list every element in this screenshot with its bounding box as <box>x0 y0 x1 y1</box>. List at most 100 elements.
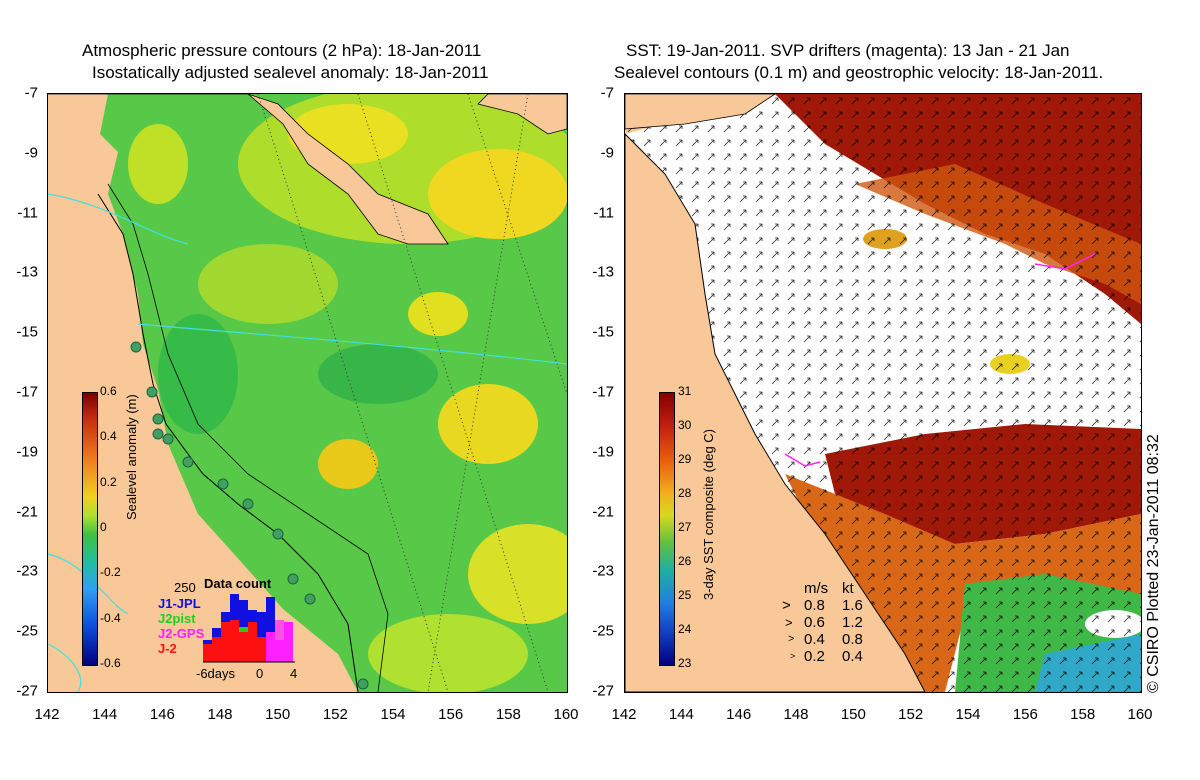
sla-colorbar <box>82 392 98 666</box>
lat-tick-label: -9 <box>24 144 38 162</box>
velocity-legend-ms: 0.8 <box>804 597 825 614</box>
lon-tick-label: 142 <box>611 706 637 723</box>
sla-colorbar-tick: 0.6 <box>100 384 117 398</box>
lat-tick-label: -17 <box>592 383 614 401</box>
lat-tick-label: -19 <box>592 443 614 461</box>
lat-tick-label: -17 <box>16 383 38 401</box>
sla-colorbar-tick: -0.6 <box>100 656 121 670</box>
data-count-title: Data count <box>204 576 272 591</box>
velocity-legend-ms: 0.4 <box>804 631 825 648</box>
legend-j-2: J-2 <box>158 641 177 656</box>
lon-tick-label: 158 <box>495 706 521 723</box>
lon-tick-label: 154 <box>380 706 406 723</box>
lat-tick-label: -7 <box>24 84 38 102</box>
lon-tick-label: 154 <box>955 706 981 723</box>
lat-tick-label: -15 <box>16 323 38 341</box>
sst-colorbar-tick: 28 <box>678 486 692 500</box>
data-count-axis-min: -6days <box>196 666 236 681</box>
sla-colorbar-label: Sealevel anomaly (m) <box>124 394 139 520</box>
sst-colorbar-label: 3-day SST composite (deg C) <box>701 429 716 600</box>
lon-tick-label: 148 <box>207 706 233 723</box>
lat-tick-label: -21 <box>592 503 614 521</box>
sst-colorbar-tick: 30 <box>678 418 692 432</box>
lon-tick-label: 150 <box>265 706 291 723</box>
sst-colorbar-tick: 24 <box>678 622 692 636</box>
sla-colorbar-tick: 0.4 <box>100 429 117 444</box>
velocity-legend-kt-header: kt <box>842 580 854 597</box>
lon-tick-label: 144 <box>92 706 118 723</box>
velocity-legend-kt: 0.8 <box>842 631 863 648</box>
islands-north <box>477 94 567 135</box>
lon-tick-label: 152 <box>322 706 348 723</box>
left-title-line1: Atmospheric pressure contours (2 hPa): 1… <box>82 41 482 60</box>
sla-colorbar-tick: -0.4 <box>100 610 121 625</box>
lat-tick-label: -13 <box>16 263 38 281</box>
left-title-line2: Isostatically adjusted sealevel anomaly:… <box>92 63 489 82</box>
sst-colorbar-tick: 27 <box>678 520 692 534</box>
sla-map <box>48 94 567 692</box>
sla-colorbar-tick: -0.2 <box>100 565 121 580</box>
sst-map <box>625 94 1141 692</box>
lat-tick-label: -15 <box>592 323 614 341</box>
sst-colorbar-tick: 23 <box>678 656 692 670</box>
sst-map-panel[interactable] <box>624 93 1142 693</box>
legend-j1-jpl: J1-JPL <box>158 596 201 611</box>
lat-tick-label: -11 <box>593 204 614 222</box>
lon-tick-label: 142 <box>34 706 60 723</box>
velocity-legend-ms: 0.2 <box>804 648 825 665</box>
lon-tick-label: 144 <box>668 706 694 723</box>
legend-j2pist: J2pist <box>158 611 196 626</box>
legend-j2-gps: J2-GPS <box>158 626 205 641</box>
lat-tick-label: -25 <box>16 622 38 640</box>
new-guinea-coast <box>48 94 449 245</box>
reef-contour <box>107 183 389 692</box>
lat-tick-label: -27 <box>592 682 614 700</box>
lat-tick-label: -13 <box>592 263 614 281</box>
lat-tick-label: -19 <box>16 443 38 461</box>
data-count-max: 250 <box>174 580 196 595</box>
data-count-axis-max: 4 <box>290 666 298 681</box>
altimeter-tracks <box>257 94 567 692</box>
lon-tick-label: 146 <box>149 706 175 723</box>
right-title-line2: Sealevel contours (0.1 m) and geostrophi… <box>614 63 1104 82</box>
velocity-legend-ms: 0.6 <box>804 614 825 631</box>
cape-york-coast <box>625 133 926 692</box>
lon-tick-label: 160 <box>1127 706 1153 723</box>
lat-tick-label: -11 <box>17 204 38 222</box>
lat-tick-label: -7 <box>600 84 614 102</box>
credit-text: © CSIRO Plotted 23-Jan-2011 08:32 <box>1145 434 1162 693</box>
lat-tick-label: -9 <box>600 144 614 162</box>
lon-tick-label: 146 <box>726 706 752 723</box>
lon-tick-label: 158 <box>1070 706 1096 723</box>
sst-colorbar-tick: 31 <box>678 384 692 398</box>
pressure-contour <box>137 323 567 365</box>
velocity-legend-kt: 1.6 <box>842 597 863 614</box>
sst-colorbar-tick: 25 <box>678 588 692 602</box>
new-guinea-coast <box>625 94 776 130</box>
lon-tick-label: 160 <box>553 706 579 723</box>
lat-tick-label: -25 <box>592 622 614 640</box>
sla-colorbar-tick: 0.2 <box>100 474 117 489</box>
velocity-legend-ms-header: m/s <box>804 580 829 597</box>
sla-colorbar-tick: 0 <box>100 520 107 534</box>
lat-tick-label: -23 <box>16 562 38 580</box>
lon-tick-label: 152 <box>898 706 924 723</box>
lon-tick-label: 156 <box>438 706 464 723</box>
lon-tick-label: 156 <box>1012 706 1038 723</box>
right-title-line1: SST: 19-Jan-2011. SVP drifters (magenta)… <box>626 41 1070 60</box>
svp-drifter-track <box>784 453 821 467</box>
data-count-histogram <box>203 594 295 663</box>
svp-drifter-track <box>1034 253 1096 270</box>
lat-tick-label: -23 <box>592 562 614 580</box>
lat-tick-label: -27 <box>16 682 38 700</box>
sst-colorbar-tick: 26 <box>678 554 692 568</box>
sst-colorbar <box>659 392 675 666</box>
sla-map-panel[interactable] <box>47 93 568 693</box>
lon-tick-label: 148 <box>783 706 809 723</box>
cape-york-coast <box>97 193 359 692</box>
tide-gauge-markers <box>130 341 369 690</box>
velocity-legend-kt: 1.2 <box>842 614 863 631</box>
lon-tick-label: 150 <box>840 706 866 723</box>
velocity-legend-kt: 0.4 <box>842 648 863 665</box>
data-count-axis-zero: 0 <box>256 666 264 681</box>
